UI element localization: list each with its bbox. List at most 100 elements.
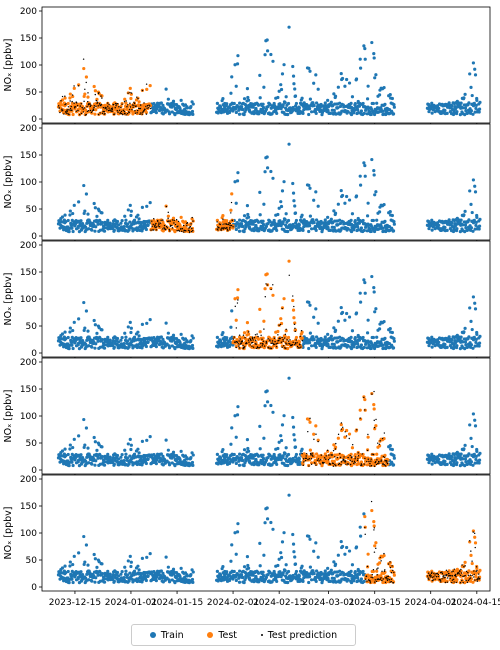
train-point <box>123 565 127 569</box>
prediction-point <box>65 103 67 105</box>
train-point <box>263 170 267 174</box>
y-tick-label: 100 <box>20 295 37 305</box>
train-point <box>115 336 120 341</box>
train-point <box>269 169 273 174</box>
prediction-point <box>315 464 317 466</box>
prediction-point <box>81 106 83 109</box>
train-point <box>159 335 163 339</box>
train-point <box>433 227 437 231</box>
test-point <box>374 424 378 428</box>
train-point <box>263 404 267 408</box>
prediction-point <box>224 223 226 225</box>
prediction-point <box>171 224 173 227</box>
test-point <box>63 96 67 100</box>
prediction-point <box>141 89 144 92</box>
train-point <box>332 225 336 229</box>
prediction-point <box>335 442 337 445</box>
prediction-point <box>332 449 335 452</box>
train-point <box>179 566 183 570</box>
prediction-point <box>152 223 154 226</box>
prediction-point <box>142 111 144 113</box>
test-point <box>148 84 152 88</box>
prediction-point <box>126 112 129 115</box>
prediction-point <box>115 105 117 107</box>
y-tick-label: 0 <box>31 115 37 125</box>
train-point <box>463 106 468 110</box>
prediction-point <box>244 337 246 339</box>
prediction-point <box>354 461 356 464</box>
train-point <box>391 463 396 467</box>
prediction-point <box>67 106 70 108</box>
prediction-point <box>169 230 171 232</box>
prediction-point <box>279 337 281 340</box>
train-point <box>377 93 382 97</box>
train-point <box>261 456 266 461</box>
train-point <box>388 93 392 97</box>
prediction-point <box>151 220 153 222</box>
prediction-point <box>66 112 68 114</box>
train-point <box>238 101 242 105</box>
train-point <box>164 438 168 442</box>
train-point <box>347 198 352 202</box>
prediction-point <box>122 109 125 112</box>
train-point <box>63 447 67 451</box>
test-point <box>258 330 262 334</box>
train-point <box>70 343 74 347</box>
y-tick-label: 200 <box>20 358 37 368</box>
prediction-point <box>262 340 265 342</box>
train-point <box>190 109 195 114</box>
train-point <box>293 211 298 215</box>
train-point <box>167 580 172 584</box>
train-point <box>359 66 363 70</box>
train-point <box>287 142 291 146</box>
train-point <box>308 107 312 111</box>
train-point <box>247 449 251 453</box>
prediction-point <box>183 231 185 233</box>
train-point <box>72 554 76 558</box>
prediction-point <box>375 418 377 421</box>
prediction-point <box>190 230 193 233</box>
train-point <box>125 339 130 343</box>
train-point <box>293 438 297 442</box>
test-point <box>336 436 340 440</box>
train-point <box>251 222 255 226</box>
prediction-point <box>111 108 114 111</box>
train-point <box>189 104 193 109</box>
train-point <box>388 444 392 448</box>
prediction-point <box>247 339 250 341</box>
prediction-point <box>191 227 193 230</box>
prediction-point <box>124 112 126 114</box>
prediction-point <box>373 465 376 467</box>
train-point <box>82 534 86 539</box>
train-point <box>93 206 97 210</box>
test-point <box>263 287 267 291</box>
prediction-point <box>176 229 178 232</box>
train-point <box>353 219 357 223</box>
prediction-point <box>160 219 162 221</box>
prediction-point <box>226 228 229 230</box>
prediction-point <box>57 105 60 107</box>
prediction-point <box>157 225 160 227</box>
prediction-point <box>369 462 371 465</box>
prediction-point <box>310 454 312 456</box>
prediction-point <box>175 219 178 221</box>
train-point <box>245 204 250 208</box>
prediction-point <box>285 347 287 350</box>
prediction-point <box>217 229 219 231</box>
train-point <box>462 213 466 217</box>
prediction-point <box>356 429 358 431</box>
prediction-point <box>82 58 85 60</box>
train-point <box>357 221 362 225</box>
train-point <box>154 579 158 583</box>
train-point <box>300 447 304 451</box>
y-tick-label: 100 <box>20 61 37 71</box>
train-point <box>392 220 396 224</box>
train-point <box>123 331 127 335</box>
train-point <box>437 223 441 228</box>
prediction-point <box>100 103 102 106</box>
train-point <box>357 104 362 108</box>
train-point <box>215 452 219 456</box>
prediction-point <box>267 338 269 340</box>
train-point <box>111 222 115 226</box>
train-point <box>261 222 266 227</box>
